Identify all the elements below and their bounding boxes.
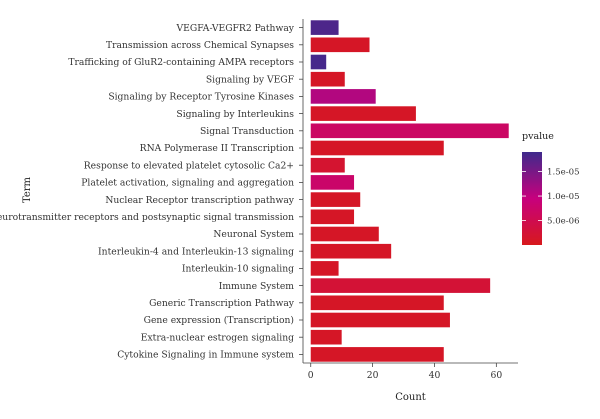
term-label: Gene expression (Transcription) xyxy=(144,315,294,326)
term-label: Cytokine Signaling in Immune system xyxy=(117,350,294,361)
bar xyxy=(310,89,376,104)
legend-title: pvalue xyxy=(522,131,554,142)
x-tick-label: 0 xyxy=(308,370,314,381)
bar xyxy=(310,243,392,259)
x-ticks-group: 0 20 40 60 xyxy=(308,363,502,381)
term-label: Trafficking of GluR2-containing AMPA rec… xyxy=(68,57,294,68)
term-label: Generic Transcription Pathway xyxy=(149,298,295,309)
bar xyxy=(310,106,416,121)
term-label: RNA Polymerase II Transcription xyxy=(140,143,294,154)
term-label: Nuclear Receptor transcription pathway xyxy=(105,195,294,206)
term-label: Signaling by VEGF xyxy=(206,74,294,85)
bar xyxy=(310,278,491,293)
term-label: Neurotransmitter receptors and postsynap… xyxy=(0,212,294,223)
bars-group xyxy=(310,20,509,362)
bar xyxy=(310,209,355,225)
term-label: Interleukin-4 and Interleukin-13 signali… xyxy=(98,246,294,257)
legend-tick-label: 5.0e-06 xyxy=(547,217,580,227)
bar xyxy=(310,192,361,207)
legend-ticks-group: 1.5e-05 1.0e-05 5.0e-06 xyxy=(522,168,580,227)
bar xyxy=(310,54,327,70)
bar xyxy=(310,261,339,276)
term-label: Signaling by Interleukins xyxy=(176,109,294,120)
term-label: Signal Transduction xyxy=(200,126,294,137)
x-tick-label: 40 xyxy=(429,370,441,381)
legend-tick-label: 1.0e-05 xyxy=(547,192,580,202)
x-tick-label: 20 xyxy=(367,370,379,381)
bar xyxy=(310,157,345,173)
bar xyxy=(310,20,339,35)
term-label: Platelet activation, signaling and aggre… xyxy=(81,178,294,189)
y-ticks-group xyxy=(299,27,303,355)
term-label: Interleukin-10 signaling xyxy=(182,264,294,275)
legend-colorbar xyxy=(522,152,542,245)
bar xyxy=(310,295,444,311)
legend: pvalue 1.5e-05 1.0e-05 5.0e-06 xyxy=(522,131,580,245)
x-tick-label: 60 xyxy=(490,370,502,381)
bar xyxy=(310,226,379,242)
term-label: Extra-nuclear estrogen signaling xyxy=(141,332,294,343)
bar xyxy=(310,175,355,190)
term-label: Neuronal System xyxy=(213,229,294,240)
term-label: Response to elevated platelet cytosolic … xyxy=(84,160,294,171)
legend-tick-label: 1.5e-05 xyxy=(547,168,580,178)
bar xyxy=(310,140,444,156)
bar xyxy=(310,123,509,139)
term-label: VEGFA-VEGFR2 Pathway xyxy=(176,23,295,34)
bar xyxy=(310,37,370,53)
y-axis-title: Term xyxy=(22,176,33,203)
bar xyxy=(310,347,444,362)
term-labels-group: VEGFA-VEGFR2 Pathway Transmission across … xyxy=(0,23,295,361)
term-label: Transmission across Chemical Synapses xyxy=(106,40,294,51)
x-axis-title: Count xyxy=(395,392,426,403)
bar xyxy=(310,312,450,328)
term-label: Signaling by Receptor Tyrosine Kinases xyxy=(108,92,294,103)
bar xyxy=(310,71,345,87)
term-label: Immune System xyxy=(219,281,295,292)
bar xyxy=(310,329,342,345)
